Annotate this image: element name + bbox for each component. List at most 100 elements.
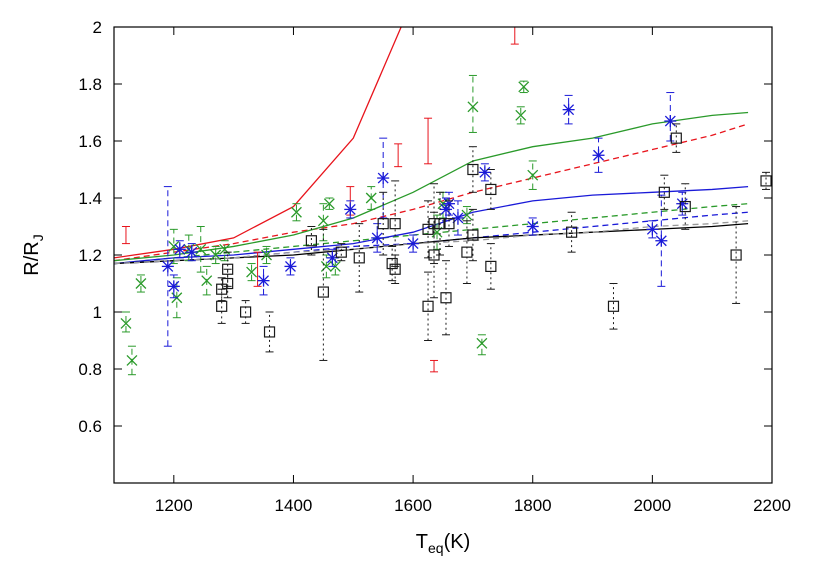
data-point: [185, 243, 198, 262]
data-point: [120, 311, 132, 333]
x-tick-label: 2000: [633, 496, 671, 515]
model-curve: [114, 111, 749, 262]
data-point: [658, 174, 670, 210]
model-curve: [114, 211, 749, 265]
data-point: [478, 163, 491, 182]
data-point: [451, 200, 464, 236]
y-tick-label: 2: [93, 18, 102, 37]
marker: [515, 109, 527, 121]
data-point: [430, 359, 439, 373]
data-point: [305, 226, 317, 256]
marker: [730, 249, 742, 261]
marker: [353, 252, 365, 264]
model-curve: [114, 223, 749, 265]
data-point: [476, 334, 488, 356]
data-point: [407, 234, 420, 253]
marker: [323, 198, 335, 210]
data-point: [386, 245, 398, 282]
data-point: [121, 226, 130, 245]
model-curve: [114, 123, 749, 262]
data-point: [566, 211, 578, 253]
data-point: [467, 146, 479, 193]
data-point: [323, 197, 335, 210]
data-point: [424, 117, 433, 165]
data-point: [676, 191, 689, 216]
marker: [317, 286, 329, 298]
y-axis-label: R/RJ: [21, 234, 46, 275]
data-point: [161, 186, 174, 347]
y-tick-label: 1: [93, 303, 102, 322]
data-point: [344, 200, 357, 219]
marker: [428, 218, 440, 230]
marker: [658, 186, 670, 198]
data-point: [562, 94, 575, 125]
marker: [219, 243, 231, 255]
data-point: [670, 123, 682, 153]
data-point: [389, 254, 401, 284]
marker: [246, 266, 258, 278]
data-point: [434, 191, 446, 256]
data-point: [467, 208, 479, 262]
marker: [168, 240, 180, 252]
data-point: [485, 169, 497, 210]
data-point: [216, 288, 228, 324]
marker: [434, 218, 446, 230]
x-tick-label: 1200: [155, 496, 193, 515]
data-point: [317, 203, 329, 242]
data-point: [730, 206, 742, 304]
data-point: [201, 265, 213, 296]
data-point: [284, 257, 297, 276]
marker: [222, 277, 234, 290]
marker: [317, 215, 329, 227]
data-point: [290, 203, 302, 222]
data-point: [246, 263, 258, 282]
data-point: [679, 183, 691, 230]
model-curve: [114, 27, 402, 259]
marker: [389, 263, 401, 275]
data-point: [335, 243, 347, 262]
marker: [216, 283, 228, 295]
marker: [527, 169, 539, 181]
data-point: [422, 200, 434, 259]
data-point: [467, 74, 479, 133]
data-point: [195, 226, 207, 273]
data-point: [442, 191, 455, 216]
marker: [566, 226, 578, 238]
data-point: [515, 106, 527, 125]
marker: [485, 260, 497, 272]
marker: [240, 306, 252, 318]
marker: [467, 163, 479, 176]
data-point: [518, 80, 530, 94]
data-point: [135, 274, 147, 293]
data-point: [353, 223, 365, 293]
model-curve: [114, 203, 749, 265]
marker: [377, 218, 389, 230]
marker: [422, 300, 434, 312]
data-point: [655, 194, 668, 287]
marker: [335, 246, 347, 258]
marker: [467, 229, 479, 241]
data-point: [377, 137, 390, 219]
data-point: [526, 217, 539, 236]
y-tick-label: 1.8: [78, 75, 102, 94]
data-point: [485, 243, 497, 290]
marker: [443, 218, 455, 230]
marker: [467, 101, 479, 113]
x-tick-labels: 1200 1400 1600 1800 2000 2200: [155, 496, 791, 515]
data-point: [394, 143, 403, 168]
marker: [476, 337, 488, 349]
data-point: [377, 191, 389, 256]
y-tick-labels: 0.6 0.8 1 1.2 1.4 1.6 1.8 2: [78, 18, 102, 436]
data-point: [173, 240, 186, 259]
marker: [440, 292, 452, 304]
model-curve: [114, 185, 749, 265]
x-tick-label: 2200: [753, 496, 791, 515]
marker: [518, 81, 530, 93]
data-point: [760, 171, 772, 190]
data-point: [422, 271, 434, 341]
data-point: [443, 200, 455, 247]
data-point: [167, 274, 180, 299]
marker: [607, 300, 620, 312]
x-tick-label: 1400: [275, 496, 313, 515]
